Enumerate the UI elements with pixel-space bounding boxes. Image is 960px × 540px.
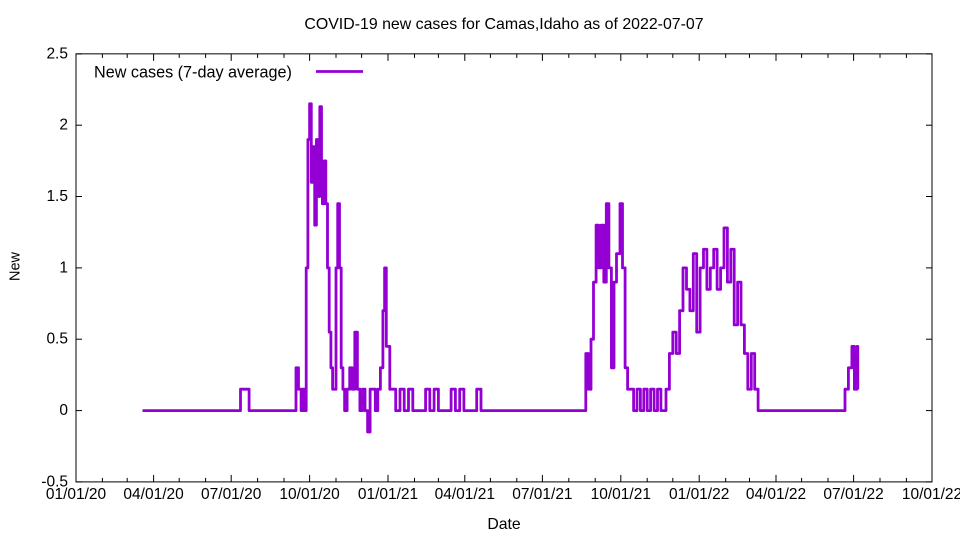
svg-text:07/01/21: 07/01/21 [512,486,572,503]
svg-text:04/01/20: 04/01/20 [123,486,184,503]
svg-text:10/01/22: 10/01/22 [902,486,960,503]
svg-text:New cases (7-day average): New cases (7-day average) [94,64,292,82]
svg-text:2: 2 [59,117,68,134]
svg-text:0.5: 0.5 [46,331,68,348]
svg-text:2.5: 2.5 [46,45,68,62]
svg-text:10/01/20: 10/01/20 [279,486,340,503]
svg-text:01/01/22: 01/01/22 [669,486,729,503]
svg-text:10/01/21: 10/01/21 [591,486,651,503]
svg-text:-0.5: -0.5 [41,473,68,490]
svg-text:04/01/21: 04/01/21 [435,486,495,503]
svg-text:1.5: 1.5 [46,188,68,205]
svg-text:07/01/20: 07/01/20 [201,486,262,503]
svg-text:0: 0 [59,402,68,419]
svg-text:07/01/22: 07/01/22 [823,486,883,503]
svg-text:01/01/21: 01/01/21 [358,486,418,503]
svg-text:04/01/22: 04/01/22 [746,486,806,503]
svg-text:1: 1 [59,259,68,276]
